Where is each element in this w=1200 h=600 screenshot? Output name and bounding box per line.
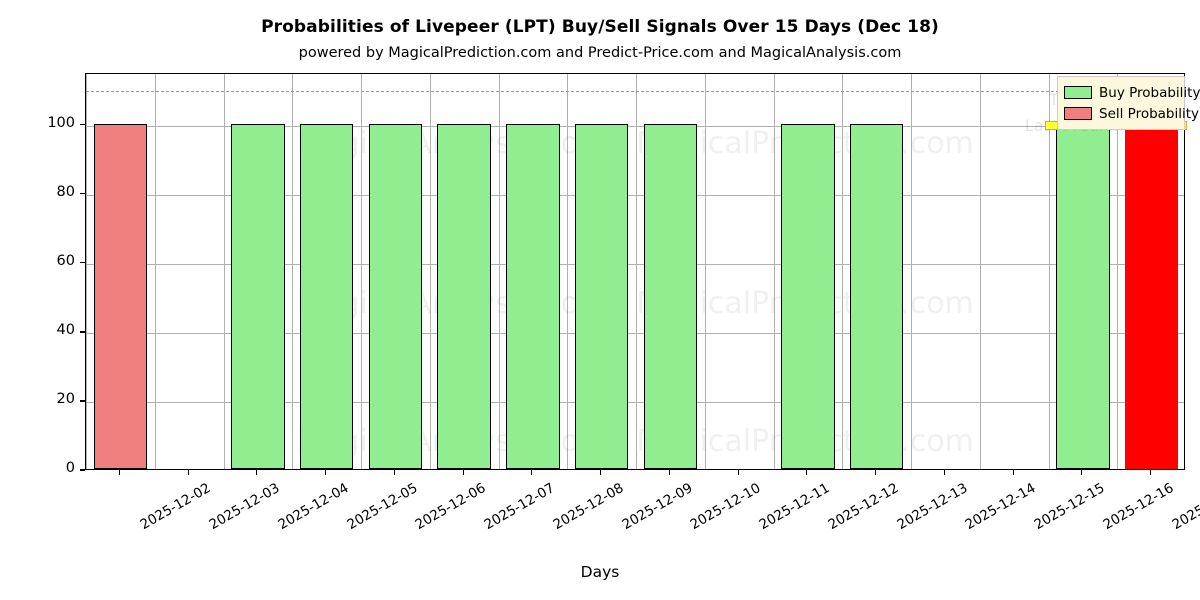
gridline-vertical <box>498 74 500 469</box>
gridline-horizontal <box>86 401 1184 403</box>
x-tick-mark <box>187 470 189 475</box>
gridline-vertical <box>567 74 569 469</box>
gridline-vertical <box>154 74 156 469</box>
x-tick-label: 2025-12-09 <box>619 480 696 534</box>
gridline-vertical <box>842 74 844 469</box>
gridline-horizontal <box>86 194 1184 196</box>
plot-area: MagicalAnalysis.comMagicalPrediction.com… <box>85 73 1185 470</box>
x-tick-mark <box>943 470 945 475</box>
x-tick-mark <box>256 470 258 475</box>
legend-item-sell[interactable]: Sell Probability <box>1064 103 1199 124</box>
bar-2025-12-04-buy[interactable] <box>231 123 285 469</box>
y-tick-label: 100 <box>47 114 75 131</box>
bar-2025-12-12-buy[interactable] <box>781 123 835 469</box>
x-tick-label: 2025-12-10 <box>687 480 764 534</box>
x-tick-label: 2025-12-17 <box>1169 480 1200 534</box>
y-tick-label: 40 <box>56 321 75 338</box>
y-tick-mark <box>80 331 85 333</box>
y-tick-mark <box>80 400 85 402</box>
gridline-vertical <box>1117 74 1119 469</box>
gridline-horizontal <box>86 263 1184 265</box>
gridline-vertical <box>636 74 637 469</box>
bar-2025-12-16-buy[interactable] <box>1056 123 1110 469</box>
x-tick-mark <box>1081 470 1083 475</box>
gridline-vertical <box>429 74 431 469</box>
gridline-vertical <box>704 74 706 469</box>
bar-2025-12-10-buy[interactable] <box>643 123 698 469</box>
x-tick-mark <box>875 470 877 475</box>
gridline-vertical <box>223 74 225 469</box>
bar-2025-12-06-buy[interactable] <box>368 123 423 469</box>
x-tick-label: 2025-12-16 <box>1100 480 1177 534</box>
legend-swatch-sell <box>1064 107 1092 120</box>
x-tick-label: 2025-12-04 <box>275 480 352 534</box>
x-tick-mark <box>1012 470 1014 475</box>
x-tick-mark <box>737 470 739 475</box>
y-tick-mark <box>80 193 85 195</box>
gridline-horizontal <box>86 332 1184 334</box>
x-tick-label: 2025-12-07 <box>481 480 558 534</box>
x-tick-mark <box>393 470 395 475</box>
x-tick-label: 2025-12-08 <box>550 480 627 534</box>
x-tick-mark <box>668 470 670 475</box>
x-tick-mark <box>531 470 533 475</box>
x-tick-mark <box>462 470 464 475</box>
y-tick-mark <box>80 262 85 264</box>
x-tick-label: 2025-12-15 <box>1031 480 1108 534</box>
chart-legend[interactable]: Buy Probability Sell Probability <box>1057 76 1200 130</box>
gridline-vertical <box>361 74 362 469</box>
bar-2025-12-08-buy[interactable] <box>506 123 560 469</box>
bar-2025-12-17-sell[interactable] <box>1124 123 1179 469</box>
x-tick-label: 2025-12-03 <box>206 480 283 534</box>
chart-title: Probabilities of Livepeer (LPT) Buy/Sell… <box>261 17 939 37</box>
y-tick-label: 0 <box>65 460 75 476</box>
gridline-vertical <box>292 74 294 469</box>
bar-2025-12-02-sell[interactable] <box>93 123 148 469</box>
x-tick-label: 2025-12-13 <box>894 480 971 534</box>
bar-2025-12-05-buy[interactable] <box>299 123 354 469</box>
gridline-vertical <box>1048 74 1050 469</box>
y-tick-label: 80 <box>56 183 75 200</box>
y-tick-mark <box>80 124 85 126</box>
gridline-vertical <box>773 74 775 469</box>
legend-item-buy[interactable]: Buy Probability <box>1064 82 1200 103</box>
y-tick-label: 20 <box>56 390 75 407</box>
legend-swatch-buy <box>1064 86 1092 99</box>
x-tick-mark <box>1150 470 1152 475</box>
x-tick-label: 2025-12-05 <box>344 480 421 534</box>
bar-2025-12-09-buy[interactable] <box>574 123 629 469</box>
x-tick-mark <box>806 470 808 475</box>
x-tick-mark <box>118 470 120 475</box>
x-tick-label: 2025-12-12 <box>825 480 902 534</box>
x-tick-mark <box>325 470 327 475</box>
y-tick-label: 60 <box>56 252 75 269</box>
gridline-horizontal <box>86 125 1184 127</box>
threshold-dashed-line <box>86 91 1184 93</box>
x-tick-label: 2025-12-06 <box>412 480 489 534</box>
x-tick-label: 2025-12-14 <box>962 480 1039 534</box>
chart-subtitle: powered by MagicalPrediction.com and Pre… <box>298 45 902 61</box>
legend-label-sell: Sell Probability <box>1099 105 1200 122</box>
gridline-vertical <box>911 74 912 469</box>
x-tick-label: 2025-12-02 <box>137 480 214 534</box>
bar-2025-12-13-buy[interactable] <box>849 123 904 469</box>
x-tick-label: 2025-12-11 <box>756 480 833 534</box>
bar-2025-12-07-buy[interactable] <box>437 123 491 469</box>
gridline-vertical <box>979 74 981 469</box>
y-tick-mark <box>80 469 85 471</box>
x-tick-mark <box>600 470 602 475</box>
legend-label-buy: Buy Probability <box>1099 84 1200 101</box>
x-axis-label: Days <box>580 563 620 581</box>
gridline-vertical <box>86 74 87 469</box>
